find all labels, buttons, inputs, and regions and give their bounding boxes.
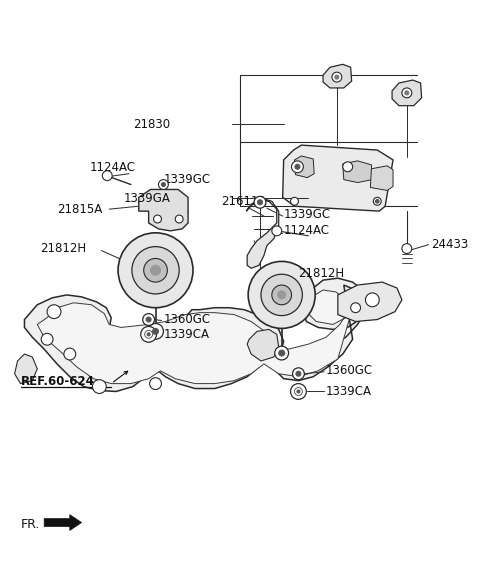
Text: 21830: 21830 — [133, 118, 170, 131]
Circle shape — [143, 314, 155, 325]
Circle shape — [41, 334, 53, 345]
Polygon shape — [247, 329, 279, 361]
Polygon shape — [295, 156, 314, 178]
Polygon shape — [246, 197, 279, 268]
Polygon shape — [24, 278, 367, 391]
Circle shape — [291, 161, 303, 173]
Text: 1339GA: 1339GA — [123, 192, 170, 205]
Circle shape — [148, 324, 163, 339]
Text: 1360GC: 1360GC — [163, 313, 211, 326]
Text: FR.: FR. — [21, 518, 40, 531]
Polygon shape — [139, 189, 188, 231]
Circle shape — [332, 72, 342, 82]
Circle shape — [272, 226, 282, 236]
Circle shape — [47, 305, 61, 319]
Circle shape — [254, 196, 266, 208]
Text: 1339CA: 1339CA — [326, 385, 372, 398]
Text: 1124AC: 1124AC — [284, 224, 330, 237]
Circle shape — [343, 162, 353, 172]
Circle shape — [158, 179, 168, 189]
Circle shape — [102, 171, 112, 181]
Circle shape — [144, 258, 168, 282]
Text: REF.60-624: REF.60-624 — [21, 375, 95, 388]
Text: 21611A: 21611A — [222, 195, 267, 208]
Circle shape — [402, 243, 412, 253]
Circle shape — [144, 331, 153, 338]
Circle shape — [295, 164, 300, 169]
Circle shape — [147, 333, 150, 336]
Polygon shape — [343, 161, 372, 182]
Circle shape — [132, 246, 179, 294]
Circle shape — [64, 348, 76, 360]
Circle shape — [296, 371, 301, 376]
Text: 1124AC: 1124AC — [89, 162, 135, 174]
Circle shape — [275, 346, 288, 360]
Text: 21812H: 21812H — [40, 242, 86, 255]
Polygon shape — [283, 145, 393, 211]
Polygon shape — [37, 290, 353, 384]
Circle shape — [402, 88, 412, 98]
Circle shape — [365, 293, 379, 307]
Polygon shape — [392, 80, 421, 106]
Circle shape — [141, 327, 156, 342]
Circle shape — [175, 215, 183, 223]
Text: 21815A: 21815A — [57, 203, 102, 216]
Text: 21812H: 21812H — [299, 267, 345, 280]
Text: 1339GC: 1339GC — [163, 173, 211, 186]
Circle shape — [335, 75, 339, 79]
Polygon shape — [323, 64, 352, 88]
Circle shape — [297, 390, 300, 393]
Text: 1339CA: 1339CA — [163, 328, 209, 341]
Polygon shape — [14, 354, 37, 384]
Text: 24433: 24433 — [432, 238, 469, 251]
Circle shape — [292, 368, 304, 380]
Circle shape — [272, 285, 291, 305]
Circle shape — [261, 274, 302, 316]
Circle shape — [279, 350, 285, 356]
Circle shape — [405, 91, 409, 95]
Text: 1360GC: 1360GC — [326, 364, 373, 377]
Circle shape — [351, 303, 360, 313]
Circle shape — [290, 384, 306, 399]
Circle shape — [258, 200, 263, 205]
Circle shape — [151, 265, 160, 275]
Circle shape — [93, 380, 106, 394]
Circle shape — [375, 200, 379, 203]
Circle shape — [150, 378, 161, 389]
Circle shape — [146, 317, 151, 322]
Circle shape — [118, 233, 193, 308]
Circle shape — [154, 215, 161, 223]
Circle shape — [161, 182, 166, 186]
Circle shape — [295, 388, 302, 395]
Text: 1339GC: 1339GC — [284, 208, 331, 220]
Circle shape — [153, 328, 158, 334]
Polygon shape — [338, 282, 402, 321]
Circle shape — [290, 197, 299, 205]
Circle shape — [373, 197, 381, 205]
Polygon shape — [44, 515, 82, 530]
Circle shape — [248, 261, 315, 328]
Circle shape — [278, 291, 286, 299]
Polygon shape — [371, 166, 393, 190]
